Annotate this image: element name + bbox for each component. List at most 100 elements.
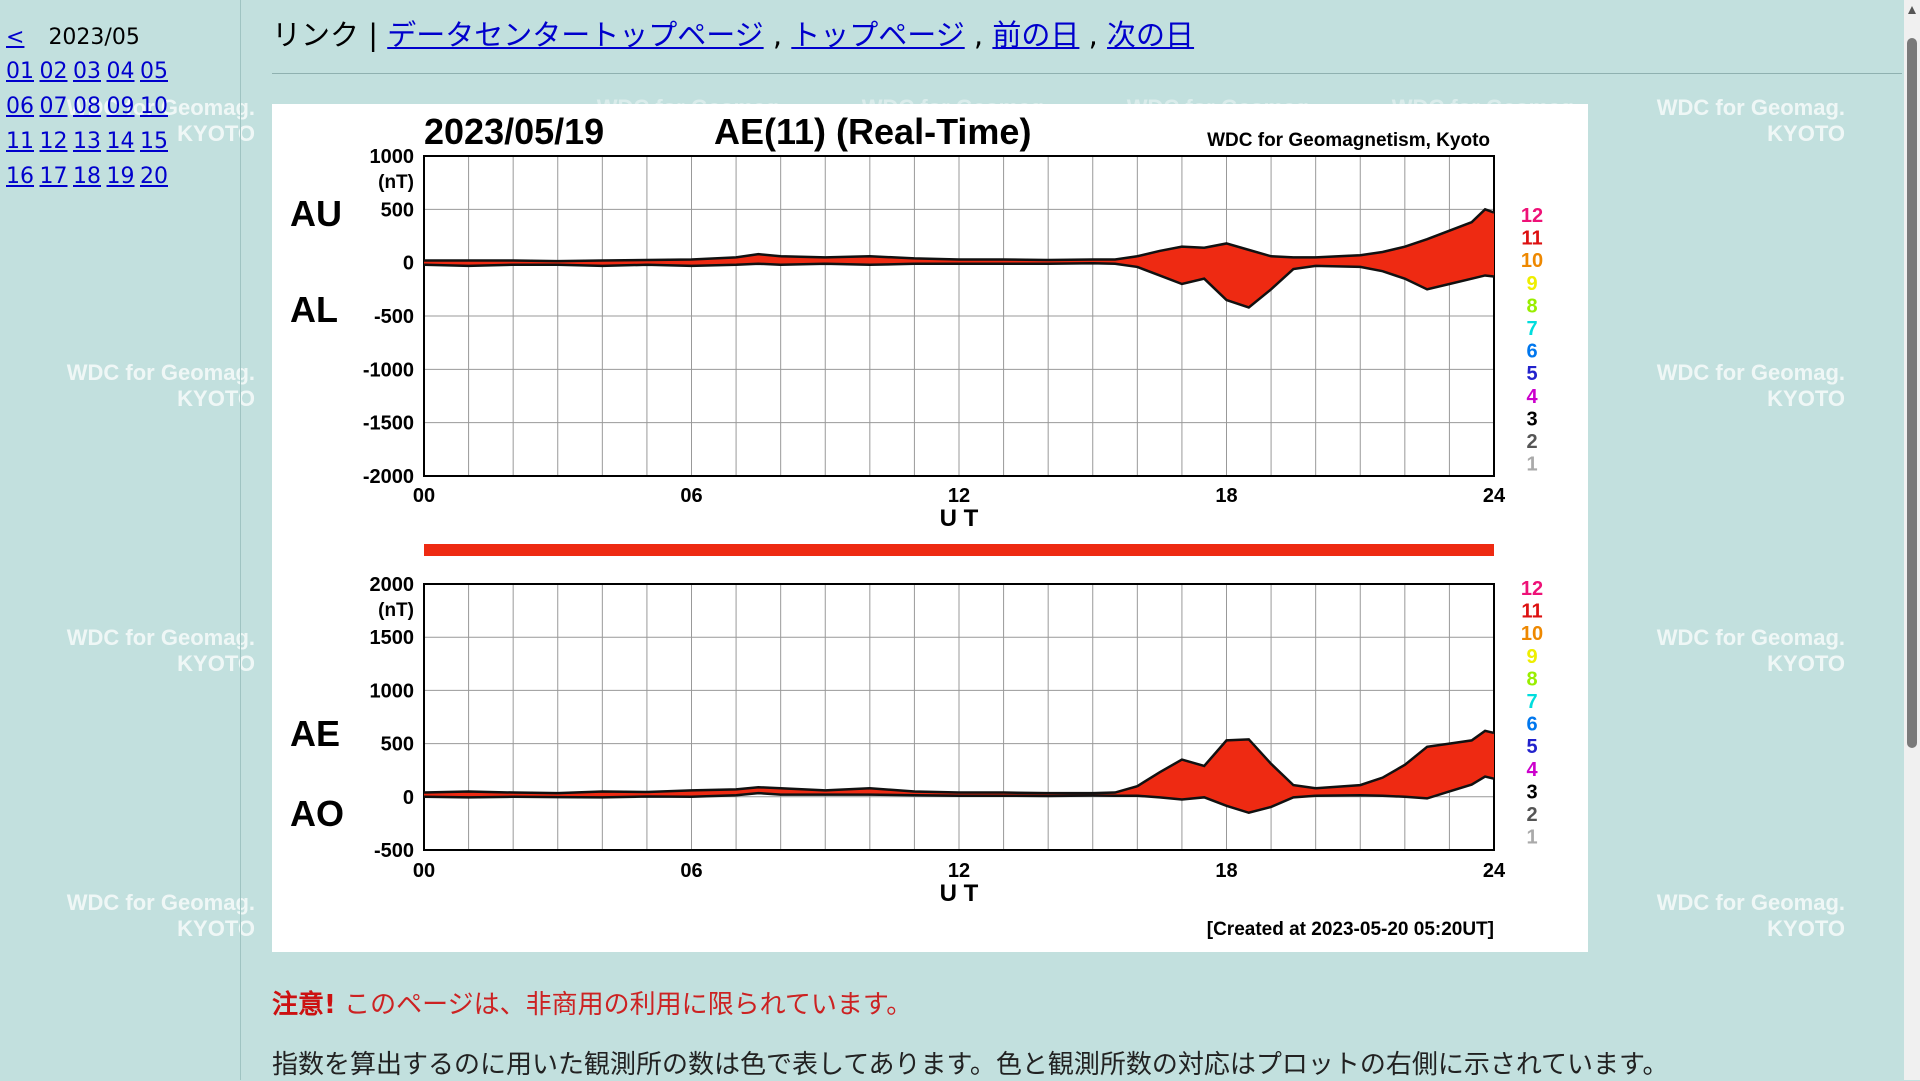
- watermark-line2: KYOTO: [1767, 916, 1845, 941]
- x-tick-label: 06: [680, 860, 702, 882]
- y-tick-label: -500: [374, 306, 414, 328]
- station-count-7: 7: [1526, 318, 1537, 340]
- usage-notice: 注意! このページは、非商用の利用に限られています。: [272, 984, 912, 1021]
- station-count-1: 1: [1526, 454, 1537, 476]
- plot-frame: [423, 583, 1495, 851]
- series-label-ao: AO: [290, 793, 344, 834]
- watermark-text: WDC for Geomag. KYOTO: [1615, 95, 1845, 147]
- series-label-al: AL: [290, 289, 338, 330]
- x-tick-label: 24: [1483, 485, 1506, 507]
- day-link-05[interactable]: 05: [140, 59, 168, 84]
- day-link-18[interactable]: 18: [73, 164, 101, 189]
- station-count-4: 4: [1526, 386, 1538, 408]
- prev-day-link[interactable]: 前の日: [992, 18, 1080, 52]
- y-tick-label: 1000: [370, 680, 415, 702]
- x-tick-label: 24: [1483, 860, 1506, 882]
- station-count-9: 9: [1526, 646, 1537, 668]
- station-count-3: 3: [1526, 781, 1537, 803]
- day-link-03[interactable]: 03: [73, 59, 101, 84]
- y-tick-label: 500: [381, 734, 414, 756]
- y-tick-label: 1000: [370, 146, 415, 168]
- series-fill-area: [424, 209, 1494, 308]
- y-tick-label: -1500: [363, 413, 414, 435]
- station-count-3: 3: [1526, 408, 1537, 430]
- y-tick-label: 0: [403, 787, 414, 809]
- day-link-17[interactable]: 17: [39, 164, 68, 189]
- day-link-14[interactable]: 14: [106, 129, 135, 154]
- watermark-text: WDC for Geomag. KYOTO: [1615, 360, 1845, 412]
- station-count-2: 2: [1526, 431, 1537, 453]
- y-tick-label: -500: [374, 840, 414, 862]
- scrollbar-thumb[interactable]: [1907, 38, 1917, 748]
- day-link-10[interactable]: 10: [140, 94, 168, 119]
- station-count-2: 2: [1526, 804, 1537, 826]
- plot-credit: WDC for Geomagnetism, Kyoto: [1207, 130, 1490, 151]
- station-count-5: 5: [1526, 363, 1537, 385]
- station-count-5: 5: [1526, 736, 1537, 758]
- x-axis-label: U T: [940, 505, 979, 532]
- day-link-12[interactable]: 12: [39, 129, 68, 154]
- day-link-13[interactable]: 13: [73, 129, 101, 154]
- y-unit-label: (nT): [378, 600, 414, 621]
- day-link-07[interactable]: 07: [39, 94, 68, 119]
- x-tick-label: 18: [1215, 485, 1237, 507]
- watermark-text: WDC for Geomag. KYOTO: [1615, 890, 1845, 942]
- day-link-09[interactable]: 09: [106, 94, 135, 119]
- scroll-up-icon[interactable]: [1908, 6, 1916, 14]
- next-day-link[interactable]: 次の日: [1107, 18, 1195, 52]
- description-text: 指数を算出するのに用いた観測所の数は色で表してあります。色と観測所数の対応はプロ…: [272, 1050, 1669, 1080]
- station-count-1: 1: [1526, 827, 1537, 849]
- station-count-10: 10: [1521, 623, 1543, 645]
- day-link-20[interactable]: 20: [140, 164, 168, 189]
- y-unit-label: (nT): [378, 172, 414, 193]
- x-tick-label: 12: [948, 485, 970, 507]
- x-tick-label: 06: [680, 485, 702, 507]
- watermark-line2: KYOTO: [1767, 651, 1845, 676]
- station-count-11: 11: [1521, 601, 1542, 623]
- station-count-bar: [424, 544, 1494, 556]
- station-count-9: 9: [1526, 273, 1537, 295]
- station-count-8: 8: [1526, 295, 1537, 317]
- y-tick-label: 0: [403, 253, 414, 275]
- watermark-line1: WDC for Geomag.: [1656, 625, 1845, 650]
- day-link-16[interactable]: 16: [6, 164, 34, 189]
- day-link-06[interactable]: 06: [6, 94, 34, 119]
- series-line-al: [423, 261, 1495, 309]
- month-row: <2023/05: [6, 24, 140, 52]
- vertical-scrollbar[interactable]: [1904, 0, 1920, 1080]
- day-link-11[interactable]: 11: [6, 129, 34, 154]
- nav-separator: ,: [1079, 18, 1108, 52]
- day-link-19[interactable]: 19: [106, 164, 135, 189]
- nav-separator: ,: [763, 18, 792, 52]
- series-label-au: AU: [290, 193, 342, 234]
- notice-label: 注意!: [272, 990, 336, 1020]
- datacenter-top-link[interactable]: データセンタートップページ: [387, 18, 764, 52]
- nav-separator: ,: [964, 18, 993, 52]
- current-month: 2023/05: [48, 25, 140, 50]
- x-axis-label: U T: [940, 880, 979, 907]
- prev-month-link[interactable]: <: [6, 25, 25, 50]
- y-tick-label: -2000: [363, 466, 414, 488]
- date-sidebar: <2023/05 01 02 03 04 05 06 07 08 09 10 11 12 13 14 15 1…: [0, 0, 241, 1080]
- day-link-01[interactable]: 01: [6, 59, 34, 84]
- station-count-8: 8: [1526, 668, 1537, 690]
- x-tick-label: 00: [413, 485, 435, 507]
- watermark-line1: WDC for Geomag.: [1656, 95, 1845, 120]
- x-tick-label: 12: [948, 860, 970, 882]
- series-line-au: [424, 207, 1495, 263]
- day-link-04[interactable]: 04: [106, 59, 135, 84]
- station-count-4: 4: [1526, 759, 1538, 781]
- station-count-10: 10: [1521, 250, 1543, 272]
- top-page-link[interactable]: トップページ: [791, 18, 965, 52]
- plot-date: 2023/05/19: [424, 111, 604, 152]
- nav-prefix: リンク |: [272, 18, 388, 52]
- day-link-08[interactable]: 08: [73, 94, 101, 119]
- station-count-11: 11: [1521, 228, 1542, 250]
- day-link-15[interactable]: 15: [140, 129, 168, 154]
- plot-frame: [423, 155, 1495, 477]
- day-link-02[interactable]: 02: [39, 59, 68, 84]
- x-tick-label: 18: [1215, 860, 1237, 882]
- nav-divider: [272, 73, 1902, 74]
- series-line-ao: [423, 775, 1495, 815]
- watermark-line2: KYOTO: [1767, 121, 1845, 146]
